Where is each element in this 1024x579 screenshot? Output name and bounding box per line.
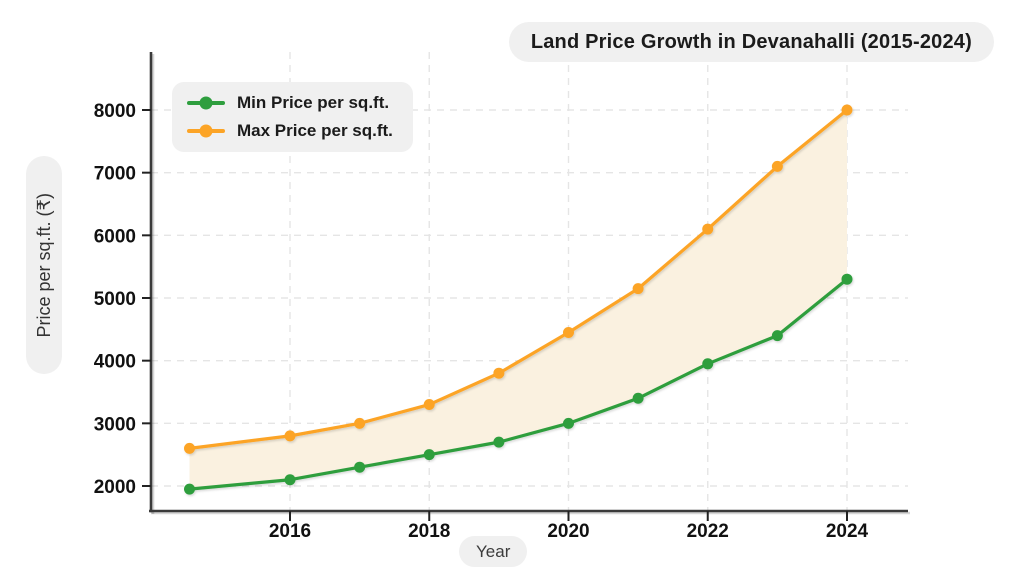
y-tick-label: 6000 <box>94 226 136 247</box>
y-tick-label: 8000 <box>94 101 136 122</box>
min-price-point <box>632 392 644 404</box>
min-price-line <box>187 277 849 491</box>
max-price-point <box>632 283 644 295</box>
min-price-series <box>184 273 853 495</box>
max-price-point <box>423 399 435 411</box>
min-max-band <box>189 110 847 490</box>
max-price-line-marker-icon <box>187 124 225 138</box>
legend-label-min-price: Min Price per sq.ft. <box>237 93 390 112</box>
max-price-series <box>184 104 853 454</box>
x-tick-label: 2016 <box>269 521 311 542</box>
min-price-point <box>184 483 195 495</box>
min-price-point <box>493 436 505 448</box>
min-price-point <box>702 358 714 370</box>
min-price-point <box>563 417 574 429</box>
max-price-point <box>184 442 195 454</box>
y-tick-label: 2000 <box>94 477 136 498</box>
y-tick-label: 3000 <box>94 414 136 435</box>
max-price-point <box>702 223 714 235</box>
min-price-point <box>284 474 296 486</box>
y-axis-label-text: Price per sq.ft. (₹) <box>34 192 54 338</box>
legend-item-min-price: Min Price per sq.ft. <box>187 93 389 113</box>
max-price-point <box>493 367 505 379</box>
max-price-point <box>841 104 853 116</box>
y-tick-label: 4000 <box>94 352 136 373</box>
x-tick-label: 2020 <box>547 521 589 542</box>
x-tick-label: 2022 <box>687 521 729 542</box>
min-price-point <box>841 273 853 285</box>
y-axis-label: Price per sq.ft. (₹) <box>26 156 62 374</box>
min-price-point <box>771 330 783 342</box>
x-tick-label: 2018 <box>408 521 450 542</box>
y-tick-label: 7000 <box>94 164 136 185</box>
max-price-point <box>354 417 366 429</box>
legend-label-max-price: Max Price per sq.ft. <box>237 121 393 140</box>
legend-item-max-price: Max Price per sq.ft. <box>187 121 393 141</box>
x-axis-label: Year <box>459 536 528 567</box>
min-price-point <box>354 461 366 473</box>
min-price-line-marker-icon <box>187 96 225 110</box>
max-price-line <box>187 108 849 450</box>
y-tick-label: 5000 <box>94 289 136 310</box>
plot-area: 2000 3000 4000 5000 6000 7000 8000 2016 2018 2020… <box>94 52 910 542</box>
max-price-dot-icon <box>199 124 213 138</box>
chart-title: Land Price Growth in Devanahalli (2015-2… <box>508 22 994 62</box>
min-price-dot-icon <box>199 96 213 110</box>
max-price-point <box>563 326 574 338</box>
legend: Min Price per sq.ft. Max Price per sq.ft… <box>172 82 413 152</box>
min-price-point <box>423 449 435 461</box>
max-price-point <box>284 430 296 442</box>
max-price-point <box>771 160 783 172</box>
x-tick-label: 2024 <box>826 521 869 542</box>
